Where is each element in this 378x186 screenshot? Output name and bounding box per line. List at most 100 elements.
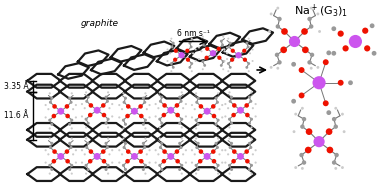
Point — [122, 168, 129, 171]
Point — [213, 168, 219, 171]
Point — [192, 108, 198, 111]
Point — [105, 172, 111, 175]
Point — [84, 100, 90, 103]
Point — [200, 60, 206, 63]
Point — [282, 30, 288, 33]
Point — [275, 25, 281, 28]
Point — [159, 96, 165, 99]
Point — [104, 146, 110, 149]
Point — [248, 91, 254, 94]
Point — [306, 130, 312, 133]
Point — [299, 69, 305, 72]
Point — [64, 150, 70, 153]
Point — [100, 150, 106, 153]
Point — [138, 105, 144, 108]
Point — [47, 137, 53, 140]
Point — [308, 67, 314, 70]
Point — [116, 116, 122, 119]
Point — [87, 114, 93, 117]
Point — [216, 56, 222, 59]
Point — [122, 97, 129, 100]
Point — [143, 164, 149, 167]
Point — [224, 52, 230, 55]
Point — [43, 149, 49, 152]
Point — [326, 130, 332, 133]
Point — [197, 160, 203, 163]
Point — [105, 126, 111, 129]
Point — [222, 48, 228, 51]
Point — [189, 70, 195, 73]
Point — [147, 116, 153, 119]
Point — [140, 97, 146, 100]
Point — [121, 127, 127, 130]
Point — [170, 66, 176, 69]
Point — [274, 53, 280, 56]
Point — [331, 161, 337, 164]
Point — [226, 118, 232, 121]
Point — [147, 149, 153, 152]
Point — [229, 58, 235, 61]
Point — [253, 102, 259, 105]
Point — [73, 161, 79, 164]
Point — [244, 150, 250, 153]
Point — [69, 172, 75, 175]
Point — [338, 32, 344, 35]
Point — [47, 101, 53, 104]
Point — [157, 146, 163, 149]
Point — [226, 137, 232, 140]
Point — [217, 153, 223, 156]
Point — [200, 35, 206, 38]
Text: 3.35 Å: 3.35 Å — [4, 82, 28, 91]
Point — [333, 107, 339, 110]
Point — [116, 104, 122, 107]
Point — [103, 142, 109, 145]
Point — [119, 108, 125, 111]
Point — [215, 119, 221, 122]
Point — [293, 166, 299, 169]
Point — [189, 62, 195, 65]
Point — [43, 104, 49, 107]
Point — [68, 101, 74, 104]
Point — [109, 102, 115, 105]
Point — [101, 160, 107, 163]
Point — [107, 153, 113, 156]
Point — [47, 92, 53, 95]
Point — [73, 149, 79, 152]
Point — [167, 52, 173, 55]
Point — [226, 172, 232, 175]
Text: 11.6 Å: 11.6 Å — [4, 111, 28, 120]
Point — [100, 104, 106, 107]
Point — [364, 47, 370, 50]
Point — [161, 150, 167, 153]
Point — [83, 126, 89, 129]
Point — [193, 92, 199, 95]
Point — [193, 164, 199, 167]
Point — [250, 107, 256, 110]
Point — [49, 168, 55, 171]
Point — [187, 66, 193, 69]
Point — [83, 172, 89, 175]
Point — [43, 161, 49, 164]
Point — [168, 62, 174, 65]
Point — [143, 137, 149, 140]
Point — [253, 149, 259, 152]
Point — [249, 48, 256, 51]
Point — [121, 137, 127, 140]
Point — [142, 101, 148, 104]
Point — [164, 60, 170, 62]
Point — [315, 66, 321, 69]
Point — [178, 54, 184, 57]
Point — [333, 167, 339, 170]
Point — [253, 161, 259, 164]
Point — [215, 92, 221, 95]
Point — [94, 109, 100, 112]
Point — [241, 49, 247, 52]
Point — [70, 108, 76, 111]
Text: graphite: graphite — [81, 19, 118, 28]
Point — [192, 60, 198, 62]
Point — [308, 25, 314, 28]
Point — [67, 97, 73, 100]
Point — [125, 150, 131, 153]
Point — [144, 108, 150, 111]
Point — [193, 172, 199, 175]
